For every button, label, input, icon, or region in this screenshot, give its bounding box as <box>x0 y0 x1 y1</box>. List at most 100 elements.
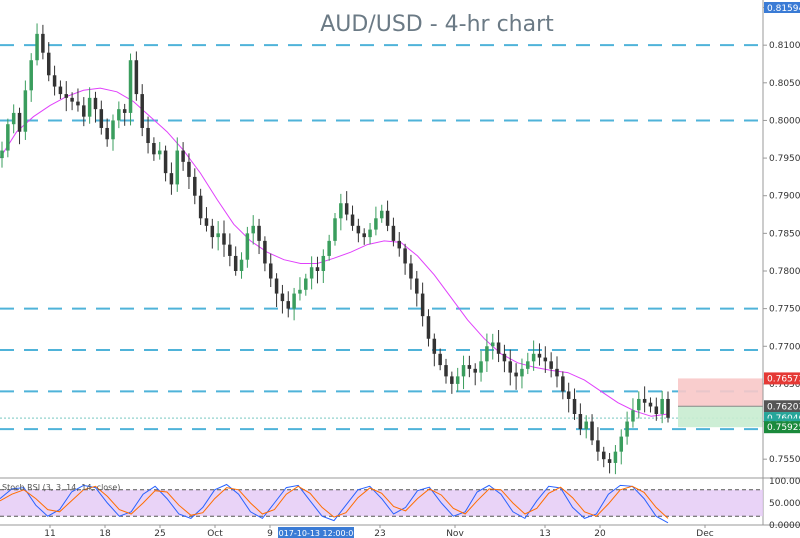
candle-body-108 <box>631 410 635 422</box>
candle-body-8 <box>46 52 51 76</box>
candle-body-40 <box>233 255 238 271</box>
time-tick-label-4: 9 <box>267 529 273 538</box>
time-tick-label-9: 20 <box>594 529 606 538</box>
time-tick-label-3: Oct <box>207 529 223 538</box>
candle-body-11 <box>64 94 69 98</box>
candle-body-83 <box>485 346 489 362</box>
candle-body-20 <box>117 109 121 121</box>
candle-body-86 <box>502 353 507 362</box>
candle-body-61 <box>356 225 361 234</box>
candle-body-24 <box>140 94 144 128</box>
candle-body-73 <box>426 316 431 339</box>
time-tick-label-0: 11 <box>44 529 55 538</box>
rsi-d-line <box>0 485 669 519</box>
candle-body-39 <box>228 244 232 256</box>
candle-body-77 <box>450 376 454 384</box>
ma-line <box>0 87 669 417</box>
candle-body-49 <box>286 301 291 309</box>
candle-body-27 <box>157 150 162 155</box>
candle-body-4 <box>23 90 28 132</box>
candle-body-18 <box>105 127 109 140</box>
candle-body-36 <box>210 225 215 238</box>
top-price-label: 0.81594 <box>767 4 800 14</box>
candle-body-71 <box>415 278 419 294</box>
candle-body-70 <box>409 263 413 279</box>
target-zone <box>678 406 763 428</box>
candle-body-59 <box>344 203 349 215</box>
price-tag-label-1: 0.76203 <box>767 402 800 412</box>
price-tag-label-0: 0.76573 <box>767 374 800 384</box>
candle-body-7 <box>41 33 45 53</box>
candle-body-23 <box>134 60 139 95</box>
candle-body-93 <box>543 357 548 362</box>
candle-body-17 <box>99 109 104 128</box>
candle-body-57 <box>333 218 337 241</box>
candle-body-34 <box>198 195 203 219</box>
time-tick-label-10: Dec <box>696 529 713 538</box>
candle-body-109 <box>637 398 641 411</box>
candle-body-52 <box>304 278 308 290</box>
candle-body-87 <box>508 361 513 373</box>
candle-body-14 <box>82 105 86 117</box>
candle-body-50 <box>292 293 296 309</box>
candle-body-90 <box>526 361 530 369</box>
time-axis: 11 18 25 Oct 9 2017-10-13 12:00:00 23 Nov 13 20 De… <box>44 525 714 538</box>
candle-body-64 <box>374 218 378 230</box>
candle-body-12 <box>70 97 74 102</box>
candle-body-35 <box>204 218 209 226</box>
candle-body-79 <box>461 365 466 377</box>
price-axis: 0.815000.810000.805000.800000.795000.790… <box>0 0 800 526</box>
candle-body-58 <box>339 203 343 219</box>
candle-body-1 <box>6 124 10 151</box>
candle-body-10 <box>58 86 63 95</box>
candle-body-46 <box>268 263 273 279</box>
candle-body-104 <box>607 459 612 463</box>
candle-body-19 <box>111 120 115 140</box>
candles <box>0 23 670 475</box>
rsi-pane: Stoch RSI (3, 3, 14, 14, close) 100.0000 5… <box>0 477 800 531</box>
candle-body-16 <box>93 97 98 110</box>
price-tag-box-0 <box>764 372 800 385</box>
candle-body-53 <box>309 267 314 279</box>
candle-body-82 <box>479 361 483 373</box>
candle-body-68 <box>397 240 402 249</box>
candle-body-74 <box>432 338 437 354</box>
candle-body-31 <box>181 150 185 162</box>
candle-body-67 <box>391 225 396 241</box>
time-tick-label-8: 13 <box>539 529 550 538</box>
candle-body-56 <box>327 240 331 256</box>
time-tick-label-5: 2017-10-13 12:00:00 <box>274 529 359 538</box>
candle-body-21 <box>122 109 127 113</box>
candle-body-105 <box>613 451 618 463</box>
candle-body-66 <box>385 210 390 226</box>
candle-body-63 <box>368 229 372 238</box>
candle-body-113 <box>660 398 664 415</box>
candle-body-110 <box>642 398 647 403</box>
candle-body-114 <box>666 398 670 418</box>
candle-body-99 <box>578 414 583 430</box>
candle-body-62 <box>362 233 366 238</box>
candle-body-28 <box>163 150 168 174</box>
price-tag-box-4 <box>764 421 800 434</box>
candle-body-95 <box>555 368 559 377</box>
price-tag-label-4: 0.75925 <box>767 423 800 433</box>
candle-body-33 <box>193 176 197 196</box>
candle-body-47 <box>274 278 279 294</box>
rsi-label: Stoch RSI (3, 3, 14, 14, close) <box>2 483 120 492</box>
candle-body-30 <box>175 150 180 185</box>
rsi-band <box>0 489 763 517</box>
candle-body-38 <box>222 233 226 245</box>
price-tag-box-1 <box>764 400 800 413</box>
candle-body-84 <box>490 342 495 347</box>
candle-body-103 <box>601 451 606 460</box>
candle-body-15 <box>87 97 92 117</box>
candle-body-65 <box>379 210 384 219</box>
candle-body-5 <box>29 60 33 91</box>
